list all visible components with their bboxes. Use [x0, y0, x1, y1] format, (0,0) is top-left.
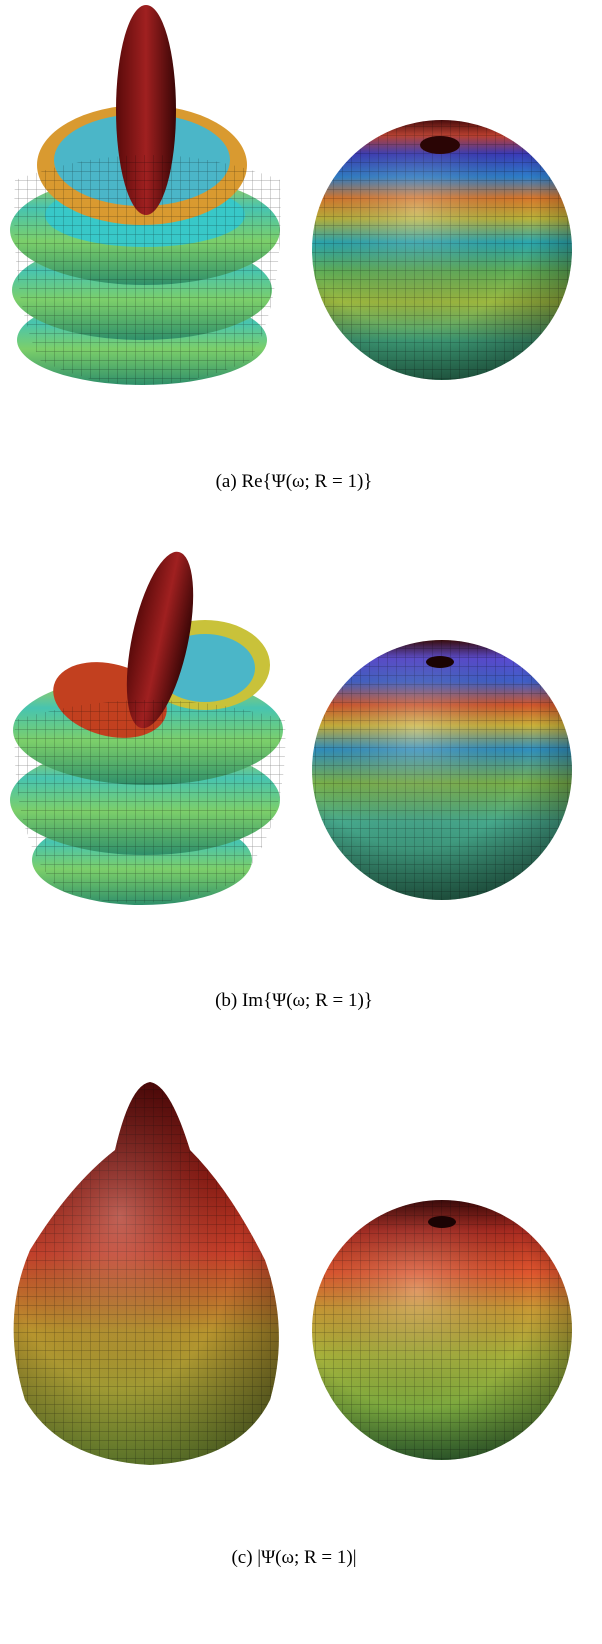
caption: (c) |Ψ(ω; R = 1)|	[231, 1547, 356, 1568]
surface-plot	[10, 551, 286, 905]
caption: (b) Im{Ψ(ω; R = 1)}	[215, 990, 373, 1011]
sphere-plot	[312, 640, 572, 900]
surface-plot	[10, 5, 281, 385]
surface-plot	[13, 1082, 279, 1465]
sphere-plot	[312, 120, 572, 380]
sphere-plot	[312, 1200, 572, 1460]
caption: (a) Re{Ψ(ω; R = 1)}	[216, 471, 373, 492]
